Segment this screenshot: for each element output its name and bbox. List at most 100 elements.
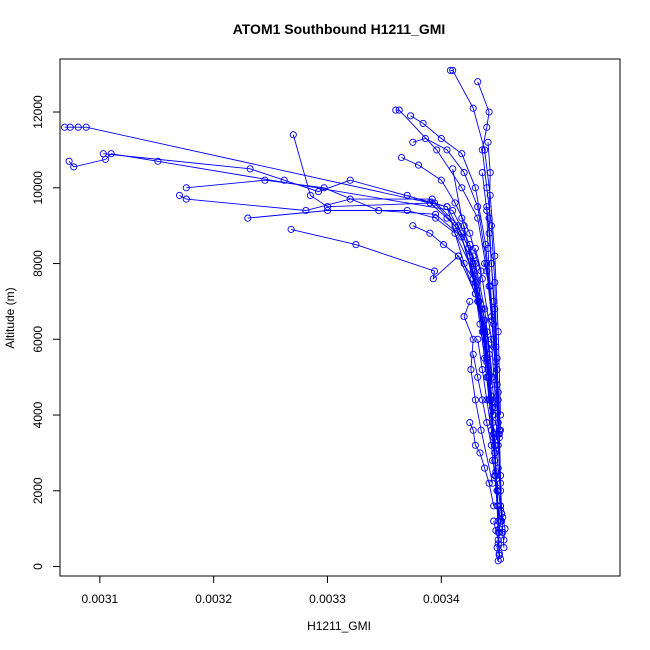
data-point <box>466 297 474 305</box>
y-tick-label: 6000 <box>31 326 45 353</box>
data-point <box>496 487 505 495</box>
data-point <box>314 188 322 196</box>
data-point <box>432 214 440 222</box>
data-layer <box>61 66 509 565</box>
data-point <box>492 358 500 366</box>
data-point <box>471 244 479 252</box>
series-line <box>477 339 498 491</box>
data-point <box>469 426 477 434</box>
data-point <box>493 381 501 389</box>
data-point <box>306 191 314 199</box>
series-line <box>486 377 505 548</box>
data-point <box>490 517 498 525</box>
data-point <box>469 259 477 268</box>
data-point <box>74 123 82 131</box>
series-30 <box>490 517 503 565</box>
series-line <box>486 206 500 431</box>
data-point <box>433 146 441 154</box>
data-point <box>437 134 445 143</box>
data-point <box>501 525 509 533</box>
data-point <box>490 434 498 442</box>
data-point <box>352 241 360 249</box>
data-point <box>458 214 466 222</box>
data-point <box>483 203 491 211</box>
data-point <box>471 441 479 449</box>
data-point <box>494 536 502 544</box>
x-tick-label: 0.0032 <box>195 592 232 606</box>
series-line <box>179 195 495 435</box>
data-point <box>483 419 491 427</box>
data-point <box>485 282 493 290</box>
data-point <box>478 146 486 154</box>
series-line <box>407 194 493 378</box>
series-15 <box>403 191 497 381</box>
data-point <box>246 165 254 173</box>
series-line <box>463 301 493 484</box>
data-point <box>481 464 489 472</box>
data-point <box>483 123 491 131</box>
data-point <box>397 153 406 162</box>
data-point <box>483 396 491 404</box>
data-point <box>493 487 501 495</box>
data-point <box>481 354 489 362</box>
data-point <box>500 544 508 552</box>
data-point <box>485 214 493 222</box>
data-point <box>492 343 500 351</box>
data-point <box>495 551 503 559</box>
data-point <box>323 206 332 215</box>
y-tick-label: 4000 <box>31 401 45 428</box>
chart-title: ATOM1 Southbound H1211_GMI <box>233 21 446 37</box>
data-point <box>403 191 411 199</box>
data-point <box>70 163 78 171</box>
data-point <box>451 199 459 207</box>
data-point <box>471 259 479 268</box>
data-point <box>478 305 486 313</box>
data-point <box>451 222 459 230</box>
data-point <box>493 544 501 552</box>
data-point <box>478 169 486 177</box>
data-point <box>449 66 457 74</box>
data-point <box>323 203 332 211</box>
data-point <box>491 278 499 287</box>
data-point <box>432 210 440 218</box>
data-point <box>485 108 493 116</box>
data-point <box>471 396 479 404</box>
data-point <box>485 229 493 237</box>
data-point <box>474 203 482 211</box>
data-point <box>477 426 485 434</box>
data-point <box>443 146 451 154</box>
x-axis-label: H1211_GMI <box>307 619 371 633</box>
data-point <box>495 426 503 434</box>
data-point <box>490 297 498 305</box>
data-point <box>289 131 297 139</box>
data-point <box>496 472 505 480</box>
data-point <box>467 366 475 374</box>
data-point <box>478 396 486 404</box>
data-point <box>430 199 439 207</box>
data-point <box>82 123 90 131</box>
data-point <box>490 343 498 351</box>
data-point <box>99 150 107 158</box>
data-point <box>244 214 252 222</box>
series-32 <box>469 350 501 510</box>
x-tick-label: 0.0031 <box>81 592 118 606</box>
data-point <box>440 241 448 249</box>
y-tick-label: 8000 <box>31 250 45 277</box>
series-26 <box>483 203 503 434</box>
data-point <box>460 222 468 230</box>
data-point <box>484 138 492 146</box>
data-point <box>449 206 457 215</box>
data-point <box>414 161 423 169</box>
data-point <box>182 184 190 192</box>
data-point <box>454 252 462 260</box>
series-line <box>493 520 500 561</box>
data-point <box>475 297 483 305</box>
data-point <box>487 441 495 449</box>
data-point <box>429 275 437 283</box>
data-point <box>261 176 269 184</box>
data-point <box>482 241 490 249</box>
data-point <box>451 229 459 237</box>
data-point <box>460 169 468 177</box>
data-point <box>175 191 184 199</box>
